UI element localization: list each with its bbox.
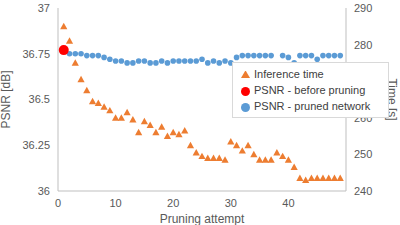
svg-text:260: 260: [354, 112, 372, 124]
svg-text:40: 40: [282, 197, 294, 209]
svg-text:37: 37: [38, 2, 50, 14]
svg-text:0: 0: [55, 197, 61, 209]
svg-text:36.25: 36.25: [22, 139, 50, 151]
svg-text:36.5: 36.5: [29, 93, 50, 105]
svg-text:Time [s]: Time [s]: [385, 78, 392, 120]
svg-text:280: 280: [354, 39, 372, 51]
svg-text:290: 290: [354, 2, 372, 14]
svg-text:250: 250: [354, 148, 372, 160]
svg-text:36.75: 36.75: [22, 48, 50, 60]
svg-text:Pruning attempt: Pruning attempt: [160, 212, 245, 225]
svg-text:PSNR [dB]: PSNR [dB]: [8, 70, 13, 128]
svg-text:36: 36: [38, 185, 50, 197]
html-text:PSNR - pruned network: PSNR - pruned network: [254, 100, 371, 112]
svg-text:10: 10: [109, 197, 121, 209]
svg-text:20: 20: [167, 197, 179, 209]
html-text:PSNR - before pruning: PSNR - before pruning: [254, 84, 366, 96]
svg-text:240: 240: [354, 185, 372, 197]
svg-text:30: 30: [225, 197, 237, 209]
svg-text:270: 270: [354, 75, 372, 87]
html-text:Inference time: Inference time: [254, 68, 324, 80]
